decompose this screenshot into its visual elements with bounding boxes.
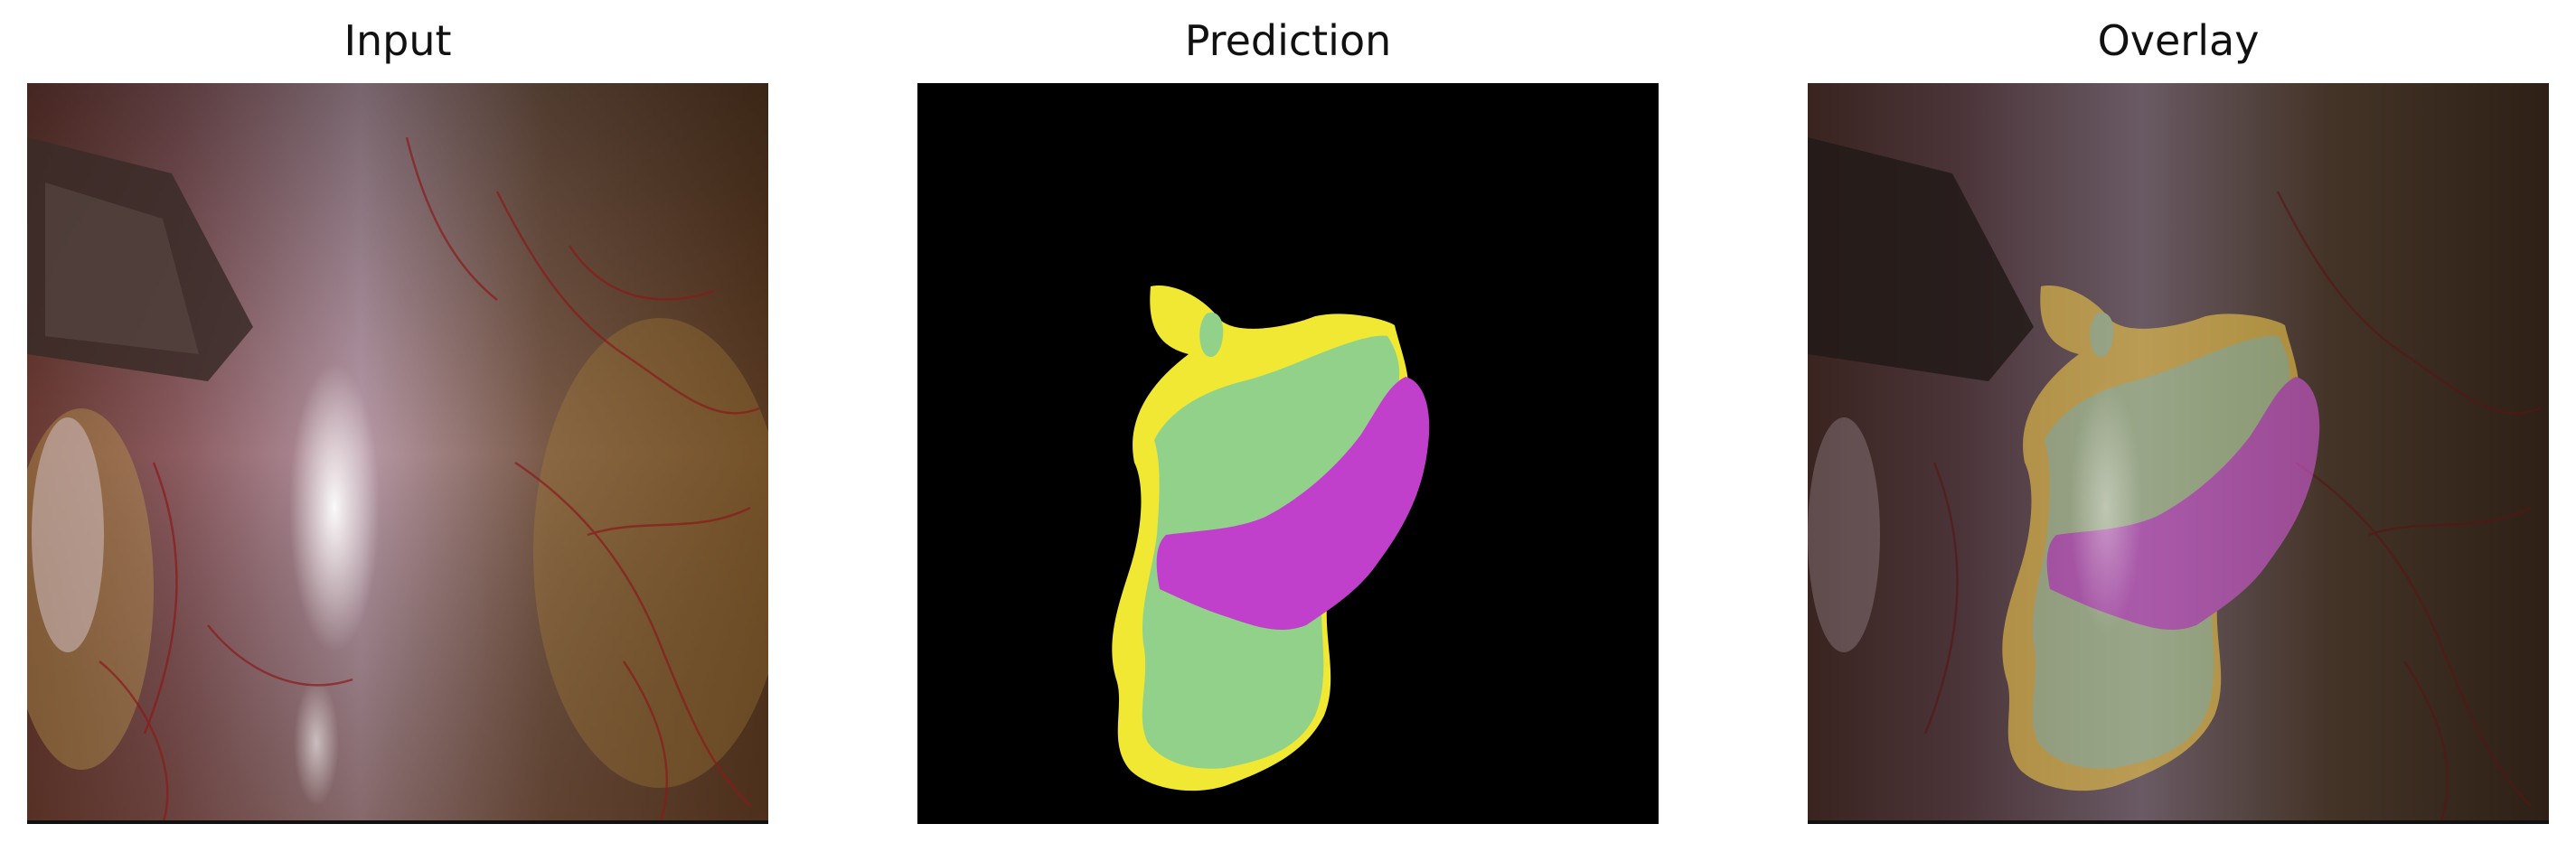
- panel-title-overlay: Overlay: [2097, 16, 2260, 65]
- panel-title-prediction: Prediction: [1184, 16, 1392, 65]
- mask-region-magenta: [1156, 377, 1430, 631]
- overlay-image: [1808, 83, 2549, 824]
- prediction-mask: [917, 83, 1659, 824]
- overlay-image-canvas: [1808, 83, 2549, 824]
- panel-title-input: Input: [343, 16, 452, 65]
- input-image-canvas: [27, 83, 768, 824]
- mask-region-green-small: [1199, 312, 1224, 358]
- input-image: [27, 83, 768, 824]
- prediction-mask-canvas: [917, 83, 1659, 824]
